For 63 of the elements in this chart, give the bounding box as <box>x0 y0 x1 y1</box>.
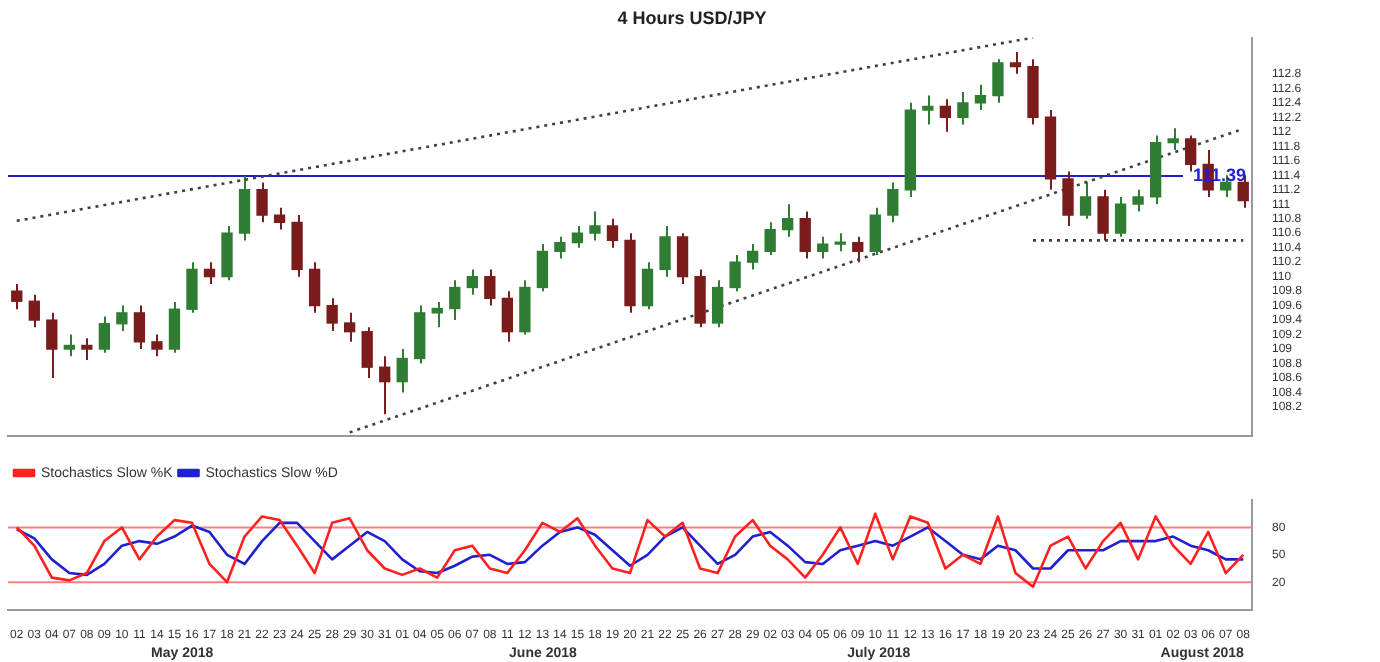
candlestick <box>764 221 776 256</box>
candlestick <box>1062 170 1074 227</box>
candlestick <box>1009 51 1022 75</box>
candlestick <box>676 232 689 285</box>
candlestick <box>887 181 899 224</box>
candlestick <box>1132 188 1144 213</box>
candlestick <box>1185 134 1197 173</box>
candlestick <box>1114 195 1127 238</box>
candlestick <box>151 333 163 358</box>
candlestick <box>361 326 373 380</box>
candlestick <box>536 243 549 293</box>
candlestick <box>379 355 391 416</box>
candlestick <box>957 90 969 126</box>
candlestick <box>694 268 706 329</box>
candlestick <box>992 58 1004 104</box>
candlestick <box>133 304 146 351</box>
candlestick <box>308 261 321 314</box>
candlestick <box>589 210 601 242</box>
candlestick <box>221 224 233 282</box>
candlestick <box>1079 181 1092 220</box>
candlestick <box>98 315 111 354</box>
candlestick <box>554 235 566 260</box>
candlestick <box>63 333 75 358</box>
candlestick <box>782 203 794 238</box>
candlestick <box>939 98 952 133</box>
candlestick <box>519 279 531 336</box>
candlestick <box>344 311 356 343</box>
candlestick <box>799 210 811 260</box>
candlestick <box>834 232 846 253</box>
candlestick <box>659 224 671 278</box>
candlestick <box>46 311 58 380</box>
candlestick <box>256 181 268 224</box>
candlestick <box>571 224 584 249</box>
candlestick <box>501 290 514 343</box>
candlestick <box>238 174 251 242</box>
candlestick <box>922 94 934 126</box>
candlestick <box>974 83 987 112</box>
candlestick <box>606 217 619 249</box>
candlestick <box>11 282 23 311</box>
candlestick <box>852 235 864 264</box>
candlestick <box>484 268 496 307</box>
candlestick <box>431 300 443 329</box>
candlestick <box>116 304 128 332</box>
candlestick <box>869 206 881 256</box>
candlestick <box>1097 188 1109 242</box>
candlestick <box>186 261 198 314</box>
candlestick <box>28 293 40 329</box>
candlestick <box>711 279 724 329</box>
candlestick <box>168 300 181 354</box>
candlestick <box>817 235 829 260</box>
candlestick <box>1167 127 1179 151</box>
candlestick <box>326 297 338 332</box>
candlestick <box>466 268 478 296</box>
candlestick <box>746 243 759 271</box>
candlestick <box>449 279 461 322</box>
candlestick <box>273 206 286 231</box>
candlestick <box>414 304 426 365</box>
candlestick <box>729 253 741 293</box>
candlestick <box>396 348 408 394</box>
candlestick <box>641 261 654 311</box>
candlestick <box>81 337 93 361</box>
chart-title: 4 Hours USD/JPY <box>617 7 767 28</box>
candlestick <box>203 261 216 285</box>
